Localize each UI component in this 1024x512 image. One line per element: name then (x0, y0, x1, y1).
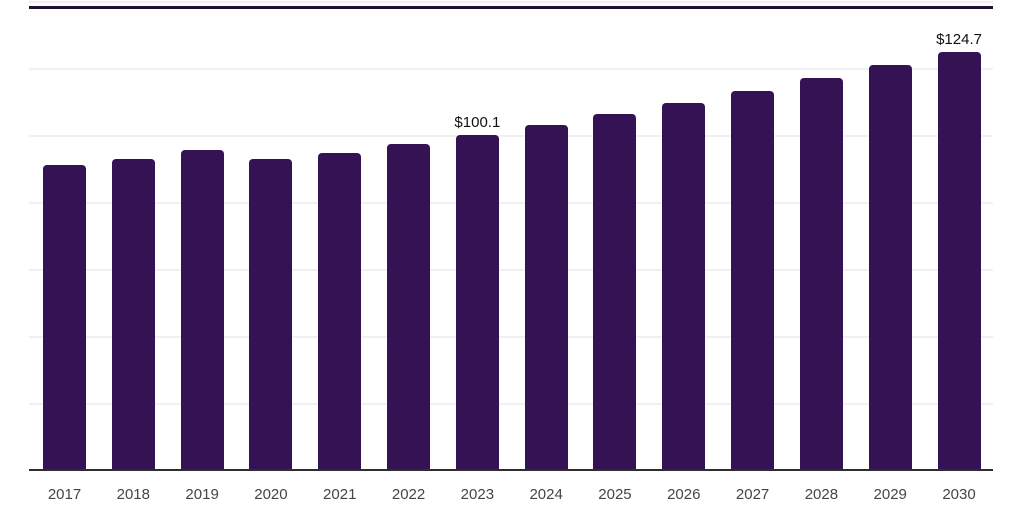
bar-2029 (869, 65, 912, 470)
bar-2028 (800, 78, 843, 470)
x-tick-label-2020: 2020 (254, 486, 288, 503)
bar-2021 (318, 153, 361, 470)
x-tick-label-2018: 2018 (116, 486, 150, 503)
bar-2019 (181, 150, 224, 470)
bar-2025 (593, 114, 636, 470)
x-tick-label-2026: 2026 (667, 486, 701, 503)
x-tick-label-2024: 2024 (529, 486, 563, 503)
x-tick-label-2029: 2029 (873, 486, 907, 503)
bar-2018 (112, 159, 155, 470)
x-tick-label-2027: 2027 (735, 486, 770, 503)
bar-2024 (525, 125, 568, 470)
x-tick-label-2021: 2021 (323, 486, 357, 503)
gridline-60 (29, 269, 993, 271)
bar-2030 (938, 52, 981, 470)
bar-2020 (249, 159, 292, 470)
gridline-140 (29, 1, 993, 3)
gridline-20 (29, 403, 993, 405)
x-tick-label-2023: 2023 (460, 486, 495, 503)
x-tick-label-2028: 2028 (804, 486, 839, 503)
bar-2017 (43, 165, 86, 470)
top-border-line (29, 6, 993, 9)
bar-2023 (456, 135, 499, 470)
gridline-80 (29, 202, 993, 204)
bar-2022 (387, 144, 430, 470)
bar-value-label-2023: $100.1 (454, 114, 501, 131)
x-tick-label-2017: 2017 (47, 486, 82, 503)
x-tick-label-2019: 2019 (185, 486, 219, 503)
bar-2026 (662, 103, 705, 470)
bar-value-label-2030: $124.7 (936, 31, 982, 48)
bar-2027 (731, 91, 774, 470)
x-tick-label-2025: 2025 (598, 486, 632, 503)
x-axis-line (29, 469, 993, 471)
gridline-40 (29, 336, 993, 338)
x-tick-label-2030: 2030 (942, 486, 976, 503)
gridline-120 (29, 68, 993, 70)
gridline-100 (29, 135, 993, 137)
x-tick-label-2022: 2022 (391, 486, 426, 503)
